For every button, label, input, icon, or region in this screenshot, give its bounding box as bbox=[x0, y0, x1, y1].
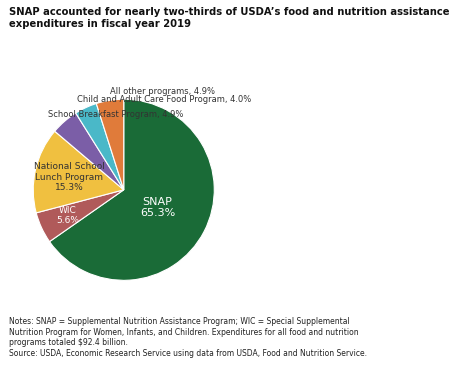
Text: SNAP
65.3%: SNAP 65.3% bbox=[140, 197, 175, 218]
Text: WIC
5.6%: WIC 5.6% bbox=[56, 206, 79, 225]
Text: Notes: SNAP = Supplemental Nutrition Assistance Program; WIC = Special Supplemen: Notes: SNAP = Supplemental Nutrition Ass… bbox=[9, 318, 367, 358]
Text: Child and Adult Care Food Program, 4.0%: Child and Adult Care Food Program, 4.0% bbox=[77, 95, 251, 104]
Wedge shape bbox=[96, 99, 124, 190]
Text: School Breakfast Program, 4.9%: School Breakfast Program, 4.9% bbox=[48, 110, 184, 119]
Wedge shape bbox=[33, 131, 124, 213]
Wedge shape bbox=[55, 113, 124, 190]
Wedge shape bbox=[36, 190, 124, 242]
Wedge shape bbox=[50, 99, 214, 280]
Text: SNAP accounted for nearly two-thirds of USDA’s food and nutrition assistance
exp: SNAP accounted for nearly two-thirds of … bbox=[9, 7, 450, 29]
Text: National School
Lunch Program
15.3%: National School Lunch Program 15.3% bbox=[34, 162, 104, 192]
Wedge shape bbox=[76, 104, 124, 190]
Text: All other programs, 4.9%: All other programs, 4.9% bbox=[109, 87, 215, 96]
